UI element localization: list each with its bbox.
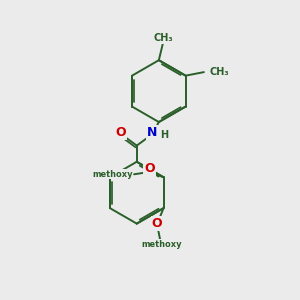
Text: O: O	[152, 217, 162, 230]
Text: O: O	[116, 126, 126, 139]
Text: methoxy: methoxy	[141, 240, 182, 249]
Text: H: H	[160, 130, 169, 140]
Text: methoxy: methoxy	[92, 170, 133, 179]
Text: O: O	[144, 162, 155, 175]
Text: N: N	[147, 126, 157, 139]
Text: CH₃: CH₃	[153, 33, 173, 43]
Text: CH₃: CH₃	[209, 67, 229, 77]
